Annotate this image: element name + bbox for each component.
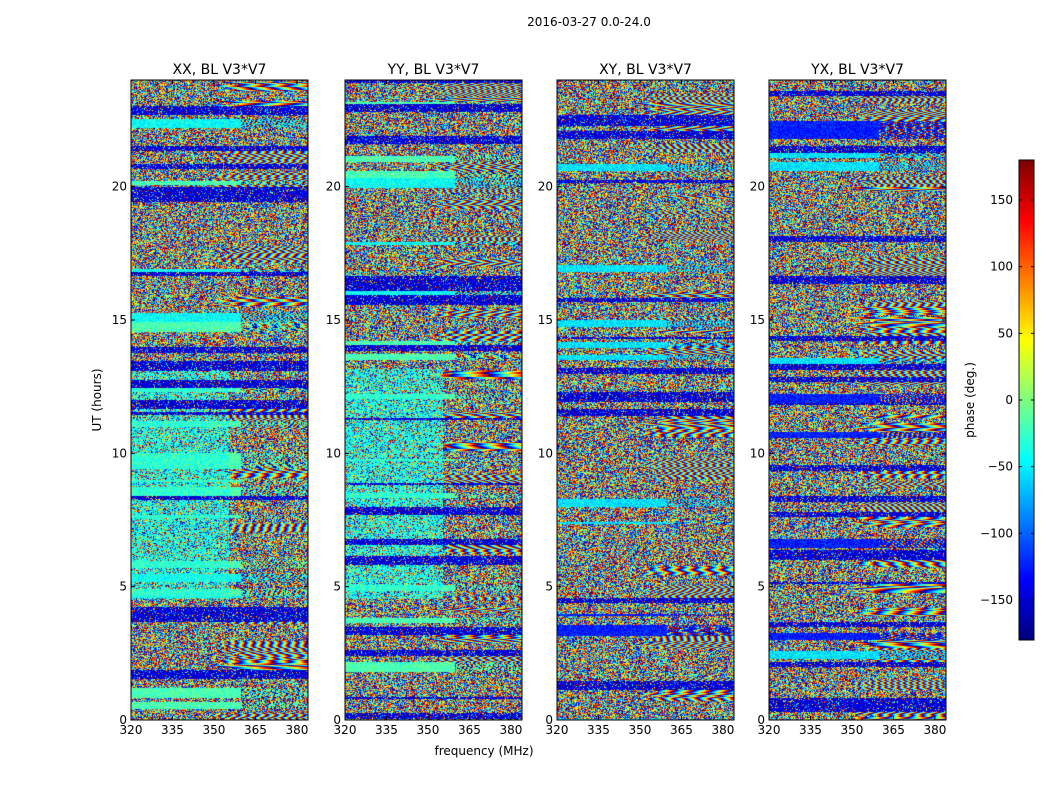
panel-yy: YY, BL V3*V7 320 335 350 365 380 0 5 10 15 20	[326, 62, 523, 737]
x-tick-label: 380	[285, 723, 308, 737]
colorbar-tick-label: 0	[1005, 393, 1013, 407]
x-tick-label: 335	[161, 723, 184, 737]
x-tick-label: 335	[587, 723, 610, 737]
x-tick-label: 380	[499, 723, 522, 737]
y-tick-label: 5	[333, 580, 341, 594]
panel-frame	[130, 79, 309, 721]
x-tick-label: 365	[458, 723, 481, 737]
panel-title: YX, BL V3*V7	[810, 62, 904, 78]
colorbar-tick-label: −100	[980, 526, 1013, 540]
panel-frame	[344, 79, 523, 721]
colorbar: 150 100 50 0 −50 −100 −150 phase (deg.)	[963, 159, 1035, 641]
colorbar-ticks: 150 100 50 0 −50 −100 −150	[980, 193, 1034, 607]
x-tick-label: 380	[923, 723, 946, 737]
panel-yx: YX, BL V3*V7 320 335 350 365 380 0 5 10 15 20	[750, 62, 947, 737]
y-tick-label: 5	[119, 580, 127, 594]
y-tick-label: 20	[538, 180, 553, 194]
y-tick-label: 0	[333, 713, 341, 727]
colorbar-tick-label: 150	[990, 193, 1013, 207]
heatmap-yy	[345, 80, 522, 720]
panel-frame	[768, 79, 947, 721]
y-tick-label: 15	[538, 313, 553, 327]
y-axis-label: UT (hours)	[90, 368, 104, 431]
x-tick-label: 320	[546, 723, 569, 737]
colorbar-label: phase (deg.)	[963, 362, 977, 438]
y-tick-label: 20	[326, 180, 341, 194]
panel-frame	[556, 79, 735, 721]
x-tick-label: 320	[334, 723, 357, 737]
y-tick-label: 0	[119, 713, 127, 727]
y-tick-label: 5	[545, 580, 553, 594]
x-axis-label: frequency (MHz)	[434, 744, 533, 758]
x-tick-label: 365	[882, 723, 905, 737]
x-tick-label: 380	[711, 723, 734, 737]
x-tick-label: 350	[841, 723, 864, 737]
y-tick-label: 0	[757, 713, 765, 727]
panel-xy: XY, BL V3*V7 320 335 350 365 380 0 5 10 15 20	[538, 62, 735, 737]
colorbar-tick-label: 50	[998, 326, 1013, 340]
x-tick-label: 335	[375, 723, 398, 737]
panel-title: XY, BL V3*V7	[599, 62, 692, 78]
x-tick-label: 365	[244, 723, 267, 737]
y-tick-label: 5	[757, 580, 765, 594]
y-tick-label: 10	[750, 446, 765, 460]
x-tick-label: 320	[120, 723, 143, 737]
y-tick-label: 20	[750, 180, 765, 194]
panel-xx: XX, BL V3*V7 320 335 350 365 380 0 5 10 15 20	[112, 62, 309, 737]
panel-title: XX, BL V3*V7	[173, 62, 267, 78]
heatmap-xy	[557, 80, 734, 720]
x-tick-label: 350	[417, 723, 440, 737]
colorbar-tick-label: −50	[988, 460, 1013, 474]
colorbar-tick-label: −150	[980, 593, 1013, 607]
y-tick-label: 15	[750, 313, 765, 327]
x-tick-label: 350	[203, 723, 226, 737]
x-tick-label: 335	[799, 723, 822, 737]
heatmap-xx	[131, 80, 308, 720]
y-tick-label: 15	[326, 313, 341, 327]
y-tick-label: 15	[112, 313, 127, 327]
x-tick-label: 365	[670, 723, 693, 737]
y-tick-label: 0	[545, 713, 553, 727]
x-tick-label: 320	[758, 723, 781, 737]
y-tick-label: 10	[326, 446, 341, 460]
y-tick-label: 10	[538, 446, 553, 460]
y-tick-label: 20	[112, 180, 127, 194]
colorbar-gradient	[1019, 160, 1034, 640]
heatmap-yx	[769, 80, 946, 720]
y-tick-label: 10	[112, 446, 127, 460]
figure-suptitle: 2016-03-27 0.0-24.0	[527, 15, 651, 29]
panel-title: YY, BL V3*V7	[387, 62, 480, 78]
colorbar-tick-label: 100	[990, 260, 1013, 274]
x-tick-label: 350	[629, 723, 652, 737]
